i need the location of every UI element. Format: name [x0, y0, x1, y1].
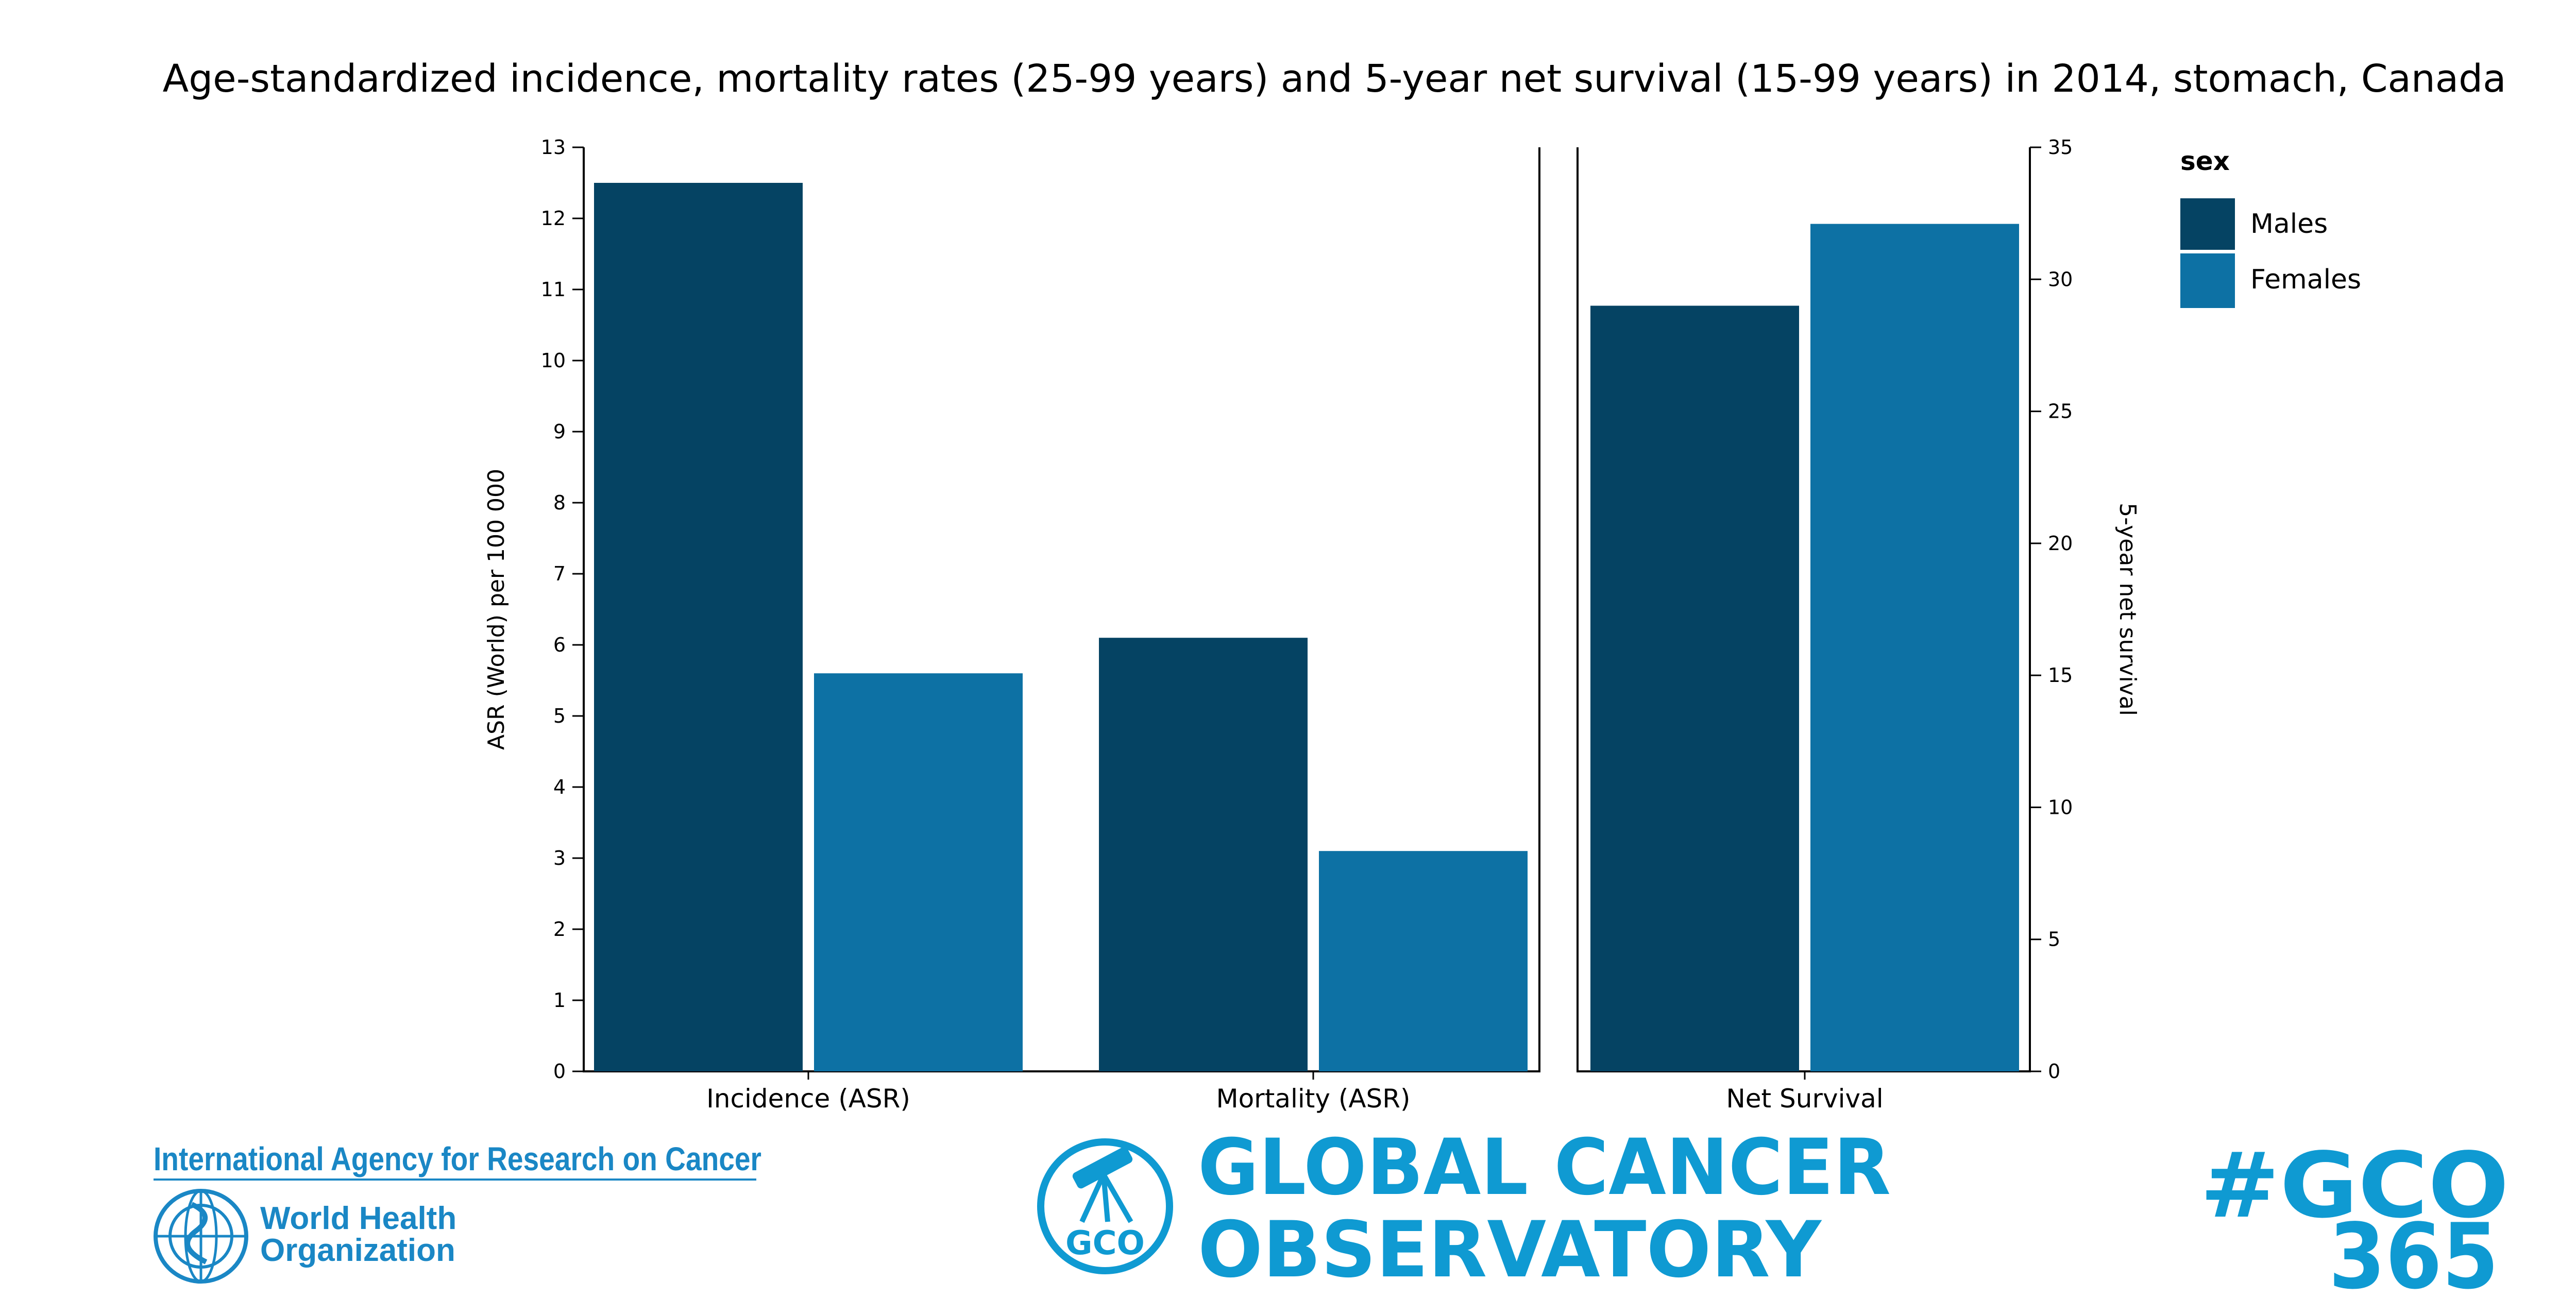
- right-y-axis-title: 5-year net survival: [2114, 503, 2141, 716]
- bar-males: [1590, 305, 1799, 1071]
- y-tick-label: 4: [553, 776, 566, 798]
- chart-title: Age-standardized incidence, mortality ra…: [163, 57, 2506, 101]
- iarc-who-logo: International Agency for Research on Can…: [154, 1140, 761, 1284]
- bar-males: [594, 183, 803, 1071]
- bar-females: [1319, 851, 1528, 1071]
- gco-badge-text: GCO: [1065, 1224, 1145, 1262]
- legend-label-females: Females: [2250, 264, 2361, 295]
- y-tick-label: 5: [553, 705, 566, 727]
- y-tick-label: 15: [2048, 664, 2073, 687]
- y-tick-label: 10: [2048, 796, 2073, 818]
- right-y-ticks: 0 5 10 15 20 25 30 35: [2030, 136, 2073, 1083]
- right-panel: 0 5 10 15 20 25 30 35 Net Survival 5-year net s…: [1577, 136, 2141, 1114]
- right-category-labels: Net Survival: [1726, 1071, 1884, 1114]
- y-tick-label: 13: [541, 136, 566, 159]
- y-tick-label: 2: [553, 918, 566, 941]
- who-name-line2: Organization: [260, 1233, 455, 1268]
- legend-swatch-females: [2180, 253, 2235, 308]
- who-name-line1: World Health: [260, 1201, 456, 1236]
- x-category-label: Mortality (ASR): [1216, 1084, 1410, 1114]
- x-category-label: Net Survival: [1726, 1084, 1883, 1114]
- gco-logo: GCO GLOBAL CANCER OBSERVATORY: [1037, 1123, 1891, 1295]
- legend-swatch-males: [2180, 198, 2235, 250]
- y-tick-label: 25: [2048, 400, 2073, 423]
- y-tick-label: 20: [2048, 532, 2073, 555]
- bar-males: [1099, 638, 1308, 1071]
- y-tick-label: 7: [553, 562, 566, 585]
- left-bars: [594, 183, 1528, 1071]
- y-tick-label: 6: [553, 634, 566, 656]
- legend: sex Males Females: [2180, 146, 2361, 308]
- gco-title-line2: OBSERVATORY: [1198, 1205, 1822, 1295]
- y-tick-label: 3: [553, 847, 566, 869]
- bar-females: [814, 673, 1023, 1071]
- gco-title-line1: GLOBAL CANCER: [1198, 1123, 1891, 1212]
- hashtag-line2: 365: [2329, 1205, 2499, 1309]
- iarc-name: International Agency for Research on Can…: [154, 1140, 761, 1177]
- x-category-label: Incidence (ASR): [706, 1084, 910, 1114]
- y-tick-label: 1: [553, 989, 566, 1012]
- y-tick-label: 8: [553, 491, 566, 514]
- legend-title: sex: [2180, 146, 2230, 176]
- y-tick-label: 11: [541, 278, 566, 301]
- y-tick-label: 9: [553, 420, 566, 443]
- right-bars: [1590, 224, 2019, 1071]
- y-tick-label: 35: [2048, 136, 2073, 159]
- gco365-hashtag: #GCO 365: [2200, 1134, 2509, 1309]
- bar-females: [1810, 224, 2019, 1071]
- left-y-axis-title: ASR (World) per 100 000: [483, 469, 510, 750]
- telescope-icon: [1037, 1138, 1173, 1274]
- legend-label-males: Males: [2250, 209, 2328, 240]
- y-tick-label: 0: [553, 1060, 566, 1083]
- who-emblem-icon: [154, 1189, 248, 1284]
- y-tick-label: 10: [541, 349, 566, 372]
- left-category-labels: Incidence (ASR) Mortality (ASR): [706, 1071, 1411, 1114]
- y-tick-label: 0: [2048, 1060, 2060, 1083]
- y-tick-label: 5: [2048, 928, 2060, 951]
- y-tick-label: 30: [2048, 268, 2073, 291]
- hashtag-line1: #GCO: [2200, 1134, 2509, 1238]
- y-tick-label: 12: [541, 207, 566, 230]
